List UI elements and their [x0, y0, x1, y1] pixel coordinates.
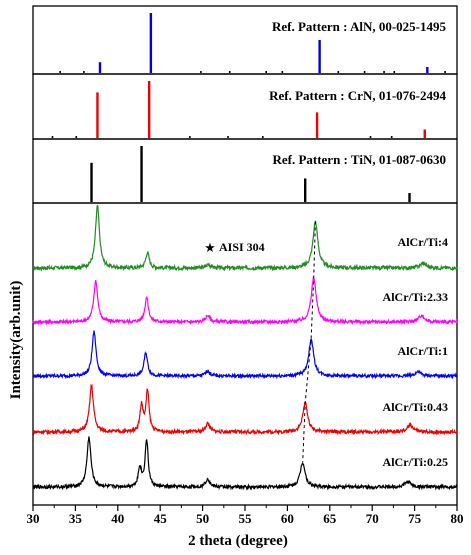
reference-pattern-label: Ref. Pattern : CrN, 01-076-2494 [269, 88, 446, 103]
reference-patterns: Ref. Pattern : AlN, 00-025-1495 Ref. Patt… [51, 13, 447, 202]
x-tick-label: 35 [69, 511, 83, 526]
y-axis-label: Intensity(arb.unit) [8, 281, 24, 400]
pattern-line [32, 204, 458, 272]
peak-shift-guide-line [302, 221, 316, 463]
x-tick-label: 45 [154, 511, 168, 526]
series-label: AlCr/Ti:2.33 [383, 290, 448, 304]
star-icon: ★ [204, 240, 216, 255]
series-label: AlCr/Ti:4 [398, 235, 448, 249]
x-tick-label: 30 [27, 511, 40, 526]
pattern-line [32, 276, 458, 326]
series-label: AlCr/Ti:0.43 [383, 400, 448, 414]
x-tick-label: 80 [451, 511, 464, 526]
x-tick-label: 70 [366, 511, 379, 526]
x-tick-label: 75 [408, 511, 422, 526]
pattern-line [32, 436, 458, 491]
pattern-line [32, 383, 458, 436]
x-tick-label: 65 [323, 511, 337, 526]
main-patterns: AlCr/Ti:4 AlCr/Ti:2.33 AlCr/Ti:1 AlCr/Ti:0.… [32, 204, 458, 491]
reference-panel-frame [32, 138, 458, 204]
reference-pattern-label: Ref. Pattern : TiN, 01-087-0630 [272, 152, 446, 167]
x-axis: 30 35 40 45 50 55 60 65 70 75 80 [27, 505, 464, 526]
series-label: AlCr/Ti:0.25 [383, 455, 448, 469]
pattern-line [32, 330, 458, 380]
reference-pattern-label: Ref. Pattern : AlN, 00-025-1495 [272, 19, 447, 34]
x-tick-label: 55 [239, 511, 253, 526]
x-tick-label: 50 [196, 511, 209, 526]
substrate-label: AISI 304 [219, 240, 265, 254]
reference-panel-frame [32, 5, 458, 75]
series-label: AlCr/Ti:1 [398, 344, 448, 358]
x-tick-label: 60 [281, 511, 294, 526]
x-tick-label: 40 [111, 511, 124, 526]
x-axis-label: 2 theta (degree) [188, 533, 288, 549]
